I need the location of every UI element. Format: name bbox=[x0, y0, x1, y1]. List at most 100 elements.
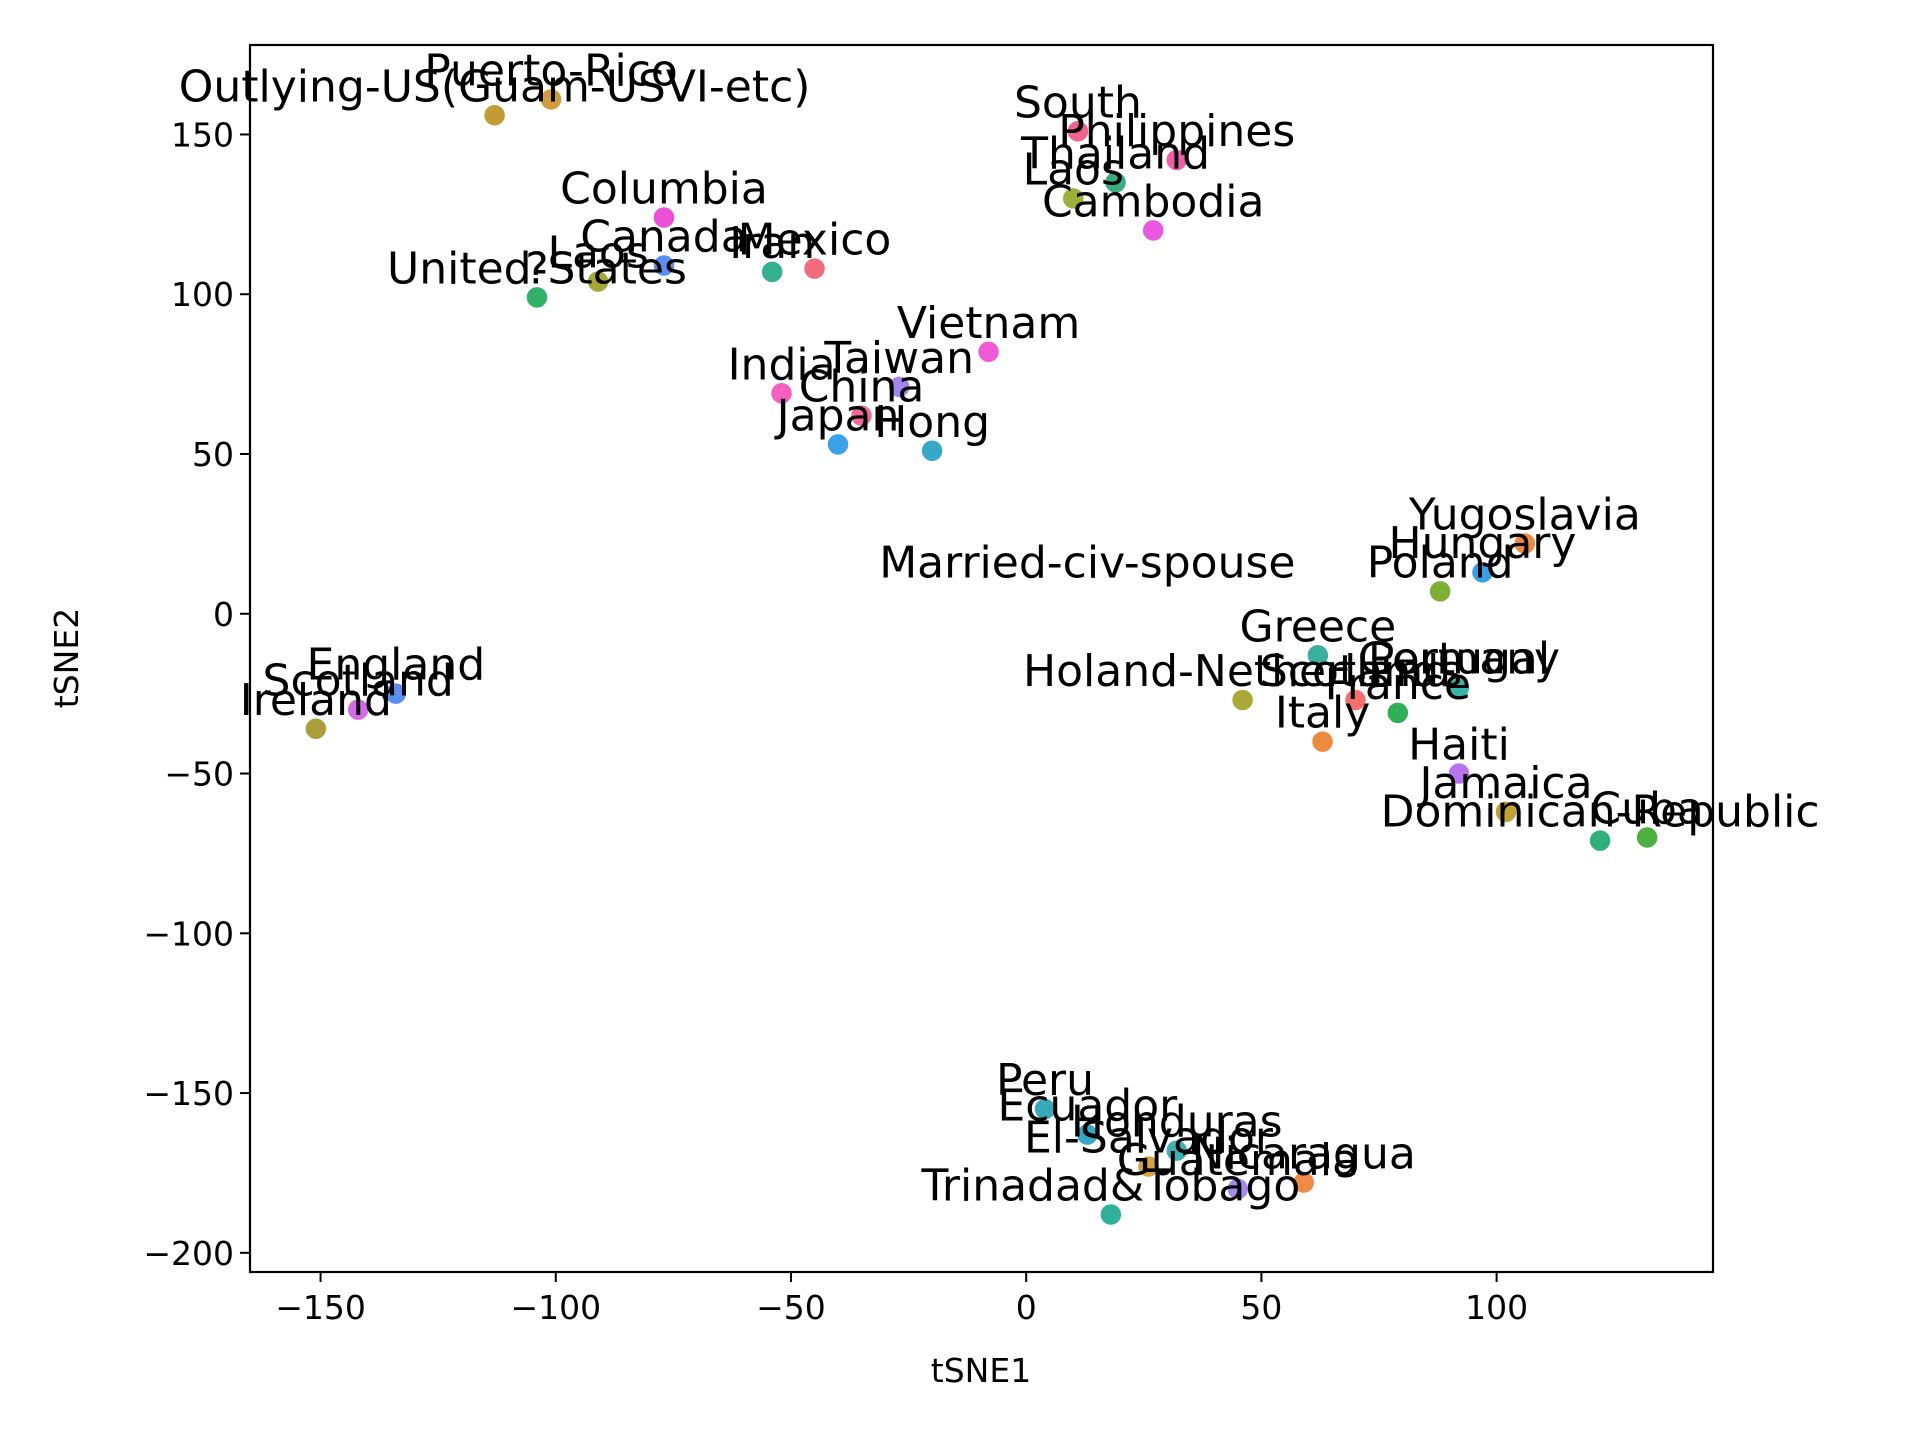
scatter-point bbox=[652, 205, 676, 230]
point-label: Dominican-Republic bbox=[1381, 787, 1820, 838]
point-label: Canada bbox=[580, 211, 747, 262]
scatter-point bbox=[887, 375, 911, 399]
point-label: Hungary bbox=[1389, 518, 1577, 569]
scatter-point bbox=[1291, 1170, 1316, 1195]
point-label: Honduras bbox=[1071, 1097, 1283, 1148]
scatter-point bbox=[1343, 688, 1368, 712]
x-tick-label: −50 bbox=[756, 1288, 826, 1327]
scatter-point bbox=[1635, 825, 1659, 850]
scatter-point bbox=[1103, 170, 1128, 195]
y-tick-label: 50 bbox=[192, 435, 234, 474]
x-tick-label: 50 bbox=[1240, 1288, 1282, 1327]
scatter-point bbox=[769, 381, 794, 406]
point-label: Japan bbox=[774, 390, 900, 441]
scatter-point bbox=[1428, 579, 1452, 604]
point-label: Scotland bbox=[263, 656, 454, 707]
scatter-point bbox=[1230, 688, 1255, 712]
point-label: Taiwan bbox=[823, 333, 974, 384]
point-label: Ireland bbox=[240, 675, 392, 726]
point-label: Nicaragua bbox=[1192, 1129, 1416, 1180]
scatter-point bbox=[1061, 186, 1085, 211]
scatter-point bbox=[482, 103, 507, 128]
x-tick-label: −100 bbox=[510, 1288, 601, 1327]
point-label: Laos bbox=[1023, 144, 1124, 195]
scatter-point bbox=[920, 439, 944, 463]
point-label: El-Salvador bbox=[1024, 1113, 1274, 1164]
point-label: Jamaica bbox=[1416, 758, 1592, 809]
scatter-point bbox=[586, 269, 610, 294]
point-label: Poland bbox=[1367, 537, 1514, 588]
point-label: Philippines bbox=[1058, 106, 1295, 157]
point-label: India bbox=[728, 339, 836, 390]
scatter-point bbox=[802, 256, 827, 281]
plot-frame bbox=[248, 43, 1715, 1274]
point-label: Greece bbox=[1240, 601, 1397, 652]
x-axis-ticks: −150 −100 −50 0 50 100 bbox=[275, 1272, 1528, 1327]
scatter-point bbox=[1066, 119, 1090, 144]
scatter-point bbox=[826, 432, 850, 457]
scatter-point bbox=[1447, 761, 1471, 786]
y-tick-label: 0 bbox=[213, 595, 234, 634]
point-label: Portugal bbox=[1368, 633, 1550, 684]
point-label: Vietnam bbox=[897, 298, 1080, 349]
point-label: Italy bbox=[1275, 688, 1370, 739]
scatter-point bbox=[1099, 1202, 1123, 1227]
point-label: Laos bbox=[547, 227, 648, 278]
point-label: Scotland bbox=[1260, 646, 1451, 697]
point-label: Married-civ-spouse bbox=[879, 537, 1295, 588]
scatter-point bbox=[760, 260, 784, 284]
point-label: Holand-Netherlands bbox=[1023, 646, 1462, 697]
point-label: Trinadad&Tobago bbox=[920, 1160, 1300, 1211]
y-axis-ticks: 150 100 50 0 −50 −100 −150 −200 bbox=[143, 115, 250, 1273]
point-label: Mexico bbox=[738, 215, 892, 266]
scatter-points bbox=[304, 87, 1659, 1227]
y-tick-label: −150 bbox=[143, 1074, 234, 1113]
scatter-point bbox=[1470, 560, 1495, 584]
point-label: Thailand bbox=[1020, 128, 1210, 179]
point-label: South bbox=[1014, 77, 1142, 128]
x-axis-label: tSNE1 bbox=[931, 1351, 1031, 1390]
x-tick-label: −150 bbox=[275, 1288, 366, 1327]
scatter-point bbox=[1164, 1138, 1189, 1163]
point-label: Germany bbox=[1358, 633, 1560, 684]
point-label: ? bbox=[525, 243, 548, 294]
point-label: France bbox=[1325, 659, 1471, 710]
scatter-point bbox=[1033, 1097, 1057, 1121]
point-label: United-States bbox=[387, 243, 687, 294]
point-label: Puerto-Rico bbox=[424, 45, 678, 96]
point-label: Guatemala bbox=[1117, 1135, 1359, 1186]
scatter-point bbox=[976, 340, 1001, 364]
scatter-point bbox=[539, 87, 563, 112]
point-label: Haiti bbox=[1408, 720, 1510, 771]
y-axis-label: tSNE2 bbox=[47, 608, 86, 708]
point-label: Cuba bbox=[1590, 783, 1704, 834]
y-tick-label: 150 bbox=[171, 115, 234, 154]
point-label: Ecuador bbox=[997, 1081, 1178, 1132]
point-label: England bbox=[307, 640, 486, 691]
y-tick-label: −50 bbox=[164, 755, 234, 794]
scatter-point bbox=[1306, 643, 1330, 668]
scatter-point bbox=[1226, 1177, 1250, 1201]
point-label: Cambodia bbox=[1042, 176, 1265, 227]
scatter-point bbox=[1494, 800, 1518, 824]
y-tick-label: −200 bbox=[143, 1234, 234, 1273]
scatter-point bbox=[1386, 701, 1410, 725]
point-label: Outlying-US(Guam-USVI-etc) bbox=[179, 61, 811, 112]
point-label: Yugoslavia bbox=[1408, 489, 1641, 540]
scatter-point bbox=[1447, 675, 1471, 700]
scatter-point bbox=[525, 285, 549, 310]
scatter-point bbox=[652, 253, 676, 278]
scatter-point bbox=[849, 403, 874, 428]
scatter-point bbox=[1588, 828, 1612, 853]
x-tick-label: 100 bbox=[1465, 1288, 1528, 1327]
scatter-point bbox=[1075, 1122, 1100, 1147]
scatter-point bbox=[1075, 579, 1100, 604]
point-label: Peru bbox=[996, 1055, 1094, 1106]
point-label: Columbia bbox=[560, 164, 768, 215]
scatter-point bbox=[1141, 218, 1165, 243]
scatter-point bbox=[304, 717, 328, 741]
scatter-point bbox=[1513, 531, 1537, 556]
point-label: Hong bbox=[874, 397, 990, 448]
